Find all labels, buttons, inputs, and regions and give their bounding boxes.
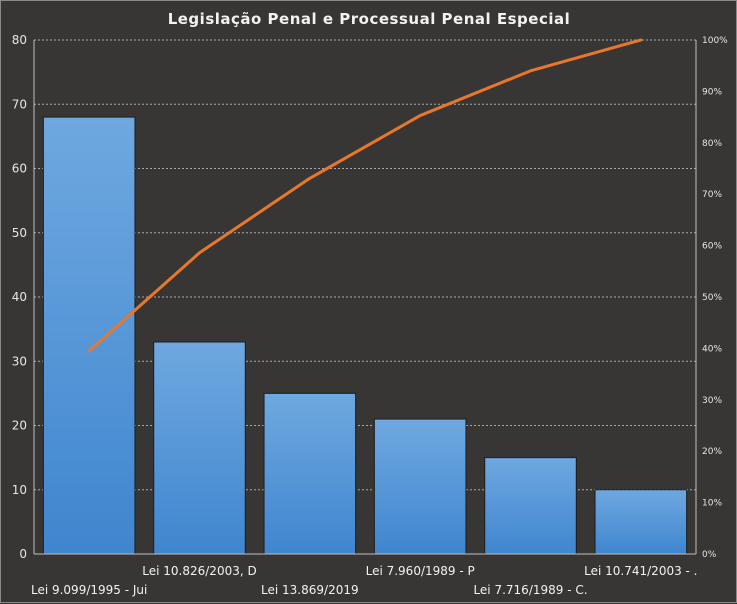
- y-tick-label: 10: [12, 483, 27, 497]
- y-tick-label: 20: [12, 419, 27, 433]
- y2-tick-label: 80%: [702, 139, 722, 149]
- y-tick-label: 80: [12, 33, 27, 47]
- y2-tick-label: 0%: [702, 550, 717, 560]
- x-tick-label: Lei 10.826/2003, D: [142, 564, 256, 578]
- y-tick-label: 70: [12, 97, 27, 111]
- y2-tick-label: 60%: [702, 242, 722, 252]
- y2-tick-label: 100%: [702, 36, 728, 46]
- bar: [153, 341, 246, 555]
- y-tick-label: 0: [19, 547, 27, 561]
- x-tick-label: Lei 7.716/1989 - C.: [473, 583, 587, 597]
- y2-tick-label: 30%: [702, 396, 722, 406]
- y2-tick-label: 20%: [702, 447, 722, 457]
- x-tick-label: Lei 9.099/1995 - Jui: [31, 583, 147, 597]
- bar: [594, 489, 688, 555]
- y-tick-label: 30: [12, 354, 27, 368]
- axes: 0 10 20 30 40 50 60 70 80 0% 10% 20% 30% 40% 50% 60% 70%…: [12, 33, 728, 597]
- cumulative-line: [87, 38, 643, 353]
- y2-tick-label: 70%: [702, 190, 722, 200]
- bar: [42, 116, 136, 555]
- y-tick-label: 40: [12, 290, 27, 304]
- x-tick-label: Lei 10.741/2003 - .: [584, 564, 697, 578]
- chart-title: Legislação Penal e Processual Penal Espe…: [168, 10, 571, 28]
- y-tick-label: 50: [12, 226, 27, 240]
- cumulative-line-path: [87, 38, 643, 353]
- y-tick-label: 60: [12, 162, 27, 176]
- y2-tick-label: 50%: [702, 293, 722, 303]
- x-tick-label: Lei 7.960/1989 - P: [366, 564, 475, 578]
- bar: [263, 392, 357, 555]
- bar: [373, 418, 467, 555]
- bars: [42, 116, 688, 555]
- y2-tick-label: 90%: [702, 87, 722, 97]
- y2-tick-label: 40%: [702, 344, 722, 354]
- y2-tick-label: 10%: [702, 499, 722, 509]
- x-tick-label: Lei 13.869/2019: [261, 583, 359, 597]
- bar: [484, 457, 577, 555]
